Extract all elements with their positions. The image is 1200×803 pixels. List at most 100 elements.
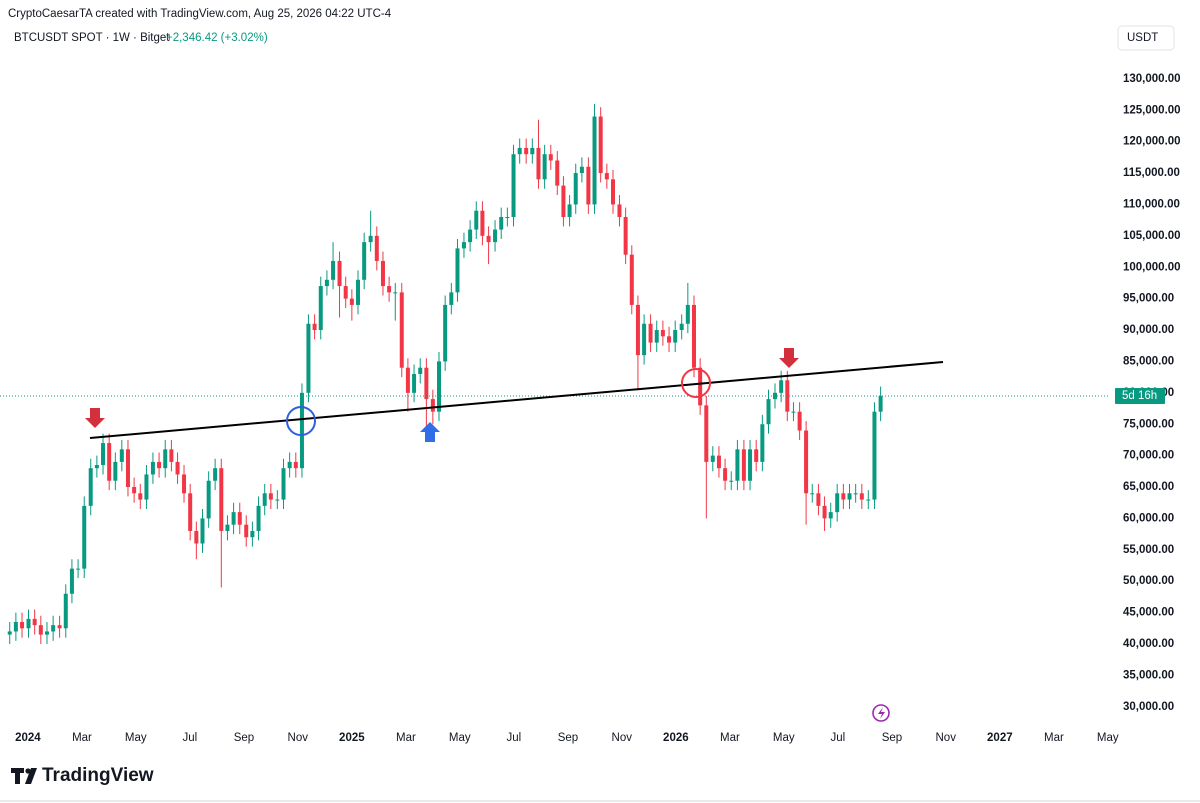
y-tick-label: 50,000.00 — [1123, 575, 1174, 587]
candle-body — [188, 493, 193, 531]
price-change: +2,346.42 (+3.02%) — [166, 32, 268, 44]
candle-body — [275, 499, 280, 501]
candle-body — [144, 474, 149, 500]
candle-body — [592, 116, 597, 205]
candle-body — [237, 512, 242, 525]
candle-body — [623, 217, 628, 255]
candle-body — [63, 593, 68, 629]
candle-body — [169, 449, 174, 462]
candle-body — [710, 455, 715, 462]
candle-body — [443, 304, 448, 362]
x-tick-label: Sep — [234, 732, 254, 744]
candle-body — [293, 461, 298, 469]
countdown-box — [1115, 387, 1165, 404]
candle-body — [449, 292, 454, 305]
candle-body — [667, 336, 672, 343]
candle-body — [810, 493, 815, 495]
candle-body — [455, 248, 460, 293]
countdown: 5d 16h — [1122, 390, 1157, 402]
candle-body — [107, 443, 112, 481]
candle-body — [150, 461, 155, 475]
candle-body — [362, 242, 367, 280]
lightning-icon[interactable] — [872, 704, 890, 722]
candle-body — [866, 499, 871, 501]
candle-body — [555, 160, 560, 186]
candle-body — [7, 631, 12, 635]
candle-body — [26, 618, 31, 629]
candle-body — [430, 399, 435, 412]
candle-body — [723, 468, 728, 481]
candle-body — [480, 210, 485, 236]
candle-body — [418, 367, 423, 374]
y-tick-label: 30,000.00 — [1123, 701, 1174, 713]
candle-body — [685, 304, 690, 324]
y-tick-label: 45,000.00 — [1123, 607, 1174, 619]
candle-body — [125, 449, 130, 488]
candle-body — [754, 449, 759, 462]
breakout-circle — [286, 406, 316, 436]
y-tick-label: 115,000.00 — [1123, 167, 1180, 179]
y-tick-label: 95,000.00 — [1123, 293, 1174, 305]
candle-body — [119, 449, 124, 462]
candle-body — [804, 430, 809, 494]
candle-body — [835, 493, 840, 513]
candle-body — [380, 260, 385, 287]
x-tick-label: 2025 — [339, 732, 365, 744]
candle-body — [318, 286, 323, 331]
plot-area: 30,000.00 35,000.00 40,000.00 45,000.00 50,0… — [0, 73, 1181, 744]
x-tick-label: 2027 — [987, 732, 1013, 744]
candle-body — [499, 217, 504, 230]
candle-body — [163, 449, 168, 469]
candle-body — [654, 330, 659, 343]
x-tick-label: Jul — [183, 732, 198, 744]
symbol-info: BTCUSDT SPOT · 1W · Bitget — [14, 32, 170, 44]
candle-body — [474, 210, 479, 230]
candle-body — [567, 204, 572, 218]
candle-body — [138, 493, 143, 500]
candle-body — [511, 154, 516, 218]
candle-body — [679, 323, 684, 331]
candle-body — [182, 474, 187, 494]
candle-body — [505, 217, 510, 219]
candle-body — [194, 530, 199, 544]
candle-body — [872, 411, 877, 500]
candle-body — [853, 493, 858, 495]
candle-body — [101, 443, 106, 466]
candle-body — [635, 304, 640, 356]
candle-body — [405, 367, 410, 393]
trendline — [89, 361, 944, 439]
candle-body — [306, 323, 311, 393]
candle-body — [412, 373, 417, 393]
candle-body — [287, 461, 292, 469]
candle-body — [461, 242, 466, 249]
candle-body — [493, 229, 498, 243]
brand-logo — [11, 768, 37, 784]
y-tick-label: 75,000.00 — [1123, 418, 1174, 430]
candle-body — [424, 367, 429, 400]
y-tick-label: 130,000.00 — [1123, 73, 1181, 85]
candle-body — [200, 518, 205, 544]
candle-body — [548, 154, 553, 161]
candle-body — [437, 361, 442, 412]
candle-body — [716, 455, 721, 469]
y-tick-label: 105,000.00 — [1123, 230, 1181, 242]
currency-box[interactable] — [1117, 25, 1175, 51]
candle-body — [748, 449, 753, 481]
candle-body — [69, 568, 74, 594]
candle-body — [648, 323, 653, 343]
x-tick-label: Jul — [830, 732, 845, 744]
x-tick-label: 2024 — [15, 732, 41, 744]
candle-body — [642, 323, 647, 356]
x-tick-label: Jul — [507, 732, 522, 744]
candle-body — [530, 147, 535, 155]
x-tick-label: May — [773, 732, 795, 744]
candle-body — [387, 286, 392, 293]
brand-name: TradingView — [42, 765, 154, 786]
candle-body — [299, 392, 304, 469]
candle-body — [828, 512, 833, 519]
candle-body — [816, 493, 821, 506]
candle-body — [629, 254, 634, 305]
candle-body — [468, 229, 473, 243]
candle-body — [760, 424, 765, 462]
